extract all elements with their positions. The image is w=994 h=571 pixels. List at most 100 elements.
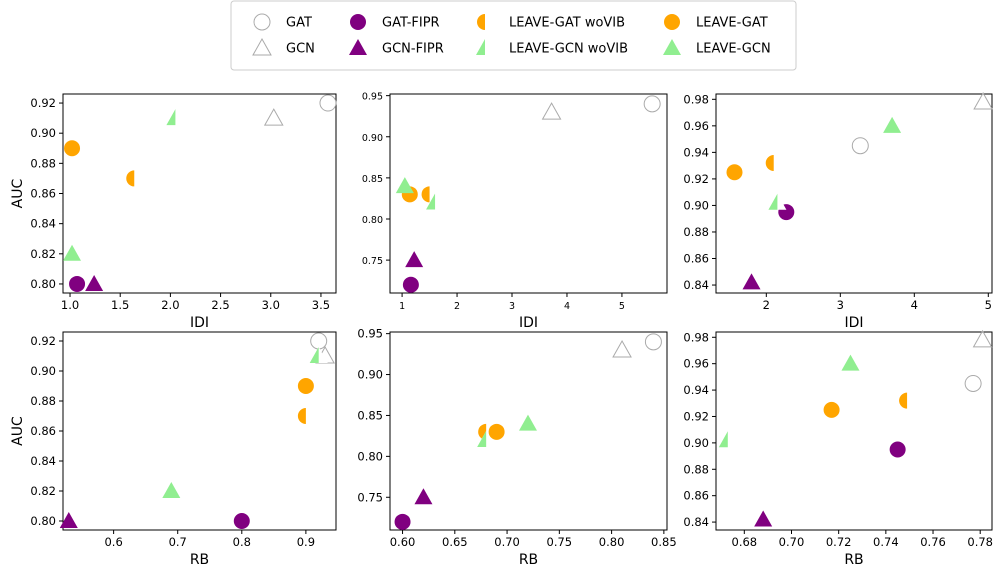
point-gcn [972, 329, 993, 348]
y-tick-label: 0.88 [30, 394, 56, 408]
y-tick-label: 0.88 [30, 156, 56, 170]
point-gat [643, 95, 661, 113]
point-gat [964, 374, 982, 392]
x-axis-label: RB [519, 552, 538, 568]
x-tick-label: 0.70 [779, 535, 805, 549]
point-gcn-fipr [59, 512, 78, 528]
x-tick-label: 4 [911, 298, 918, 312]
x-tick-label: 1 [399, 301, 405, 312]
point-leave-gat [297, 378, 314, 394]
y-tick-label: 0.92 [683, 172, 709, 186]
point-leave-gat [823, 401, 840, 418]
point-gat-fipr [394, 513, 411, 530]
y-tick-label: 0.84 [30, 454, 56, 468]
x-tick-label: 0.6 [104, 535, 122, 549]
y-tick-label: 0.82 [30, 484, 56, 498]
y-tick-label: 0.80 [362, 215, 383, 226]
y-tick-label: 0.80 [357, 449, 383, 463]
point-gat [851, 137, 869, 155]
point-gcn-fipr [754, 510, 773, 527]
legend-label-leave-gcn-wovib: LEAVE-GCN woVIB [509, 42, 628, 57]
point-gat [644, 333, 662, 351]
x-tick-label: 2 [763, 298, 770, 312]
legend-label-gat: GAT [286, 16, 312, 31]
y-tick-label: 0.86 [683, 252, 709, 266]
y-tick-label: 0.90 [683, 198, 709, 212]
y-tick-label: 0.86 [30, 424, 56, 438]
axes-frame [62, 93, 337, 294]
x-axis-label: RB [844, 552, 863, 568]
x-tick-label: 0.7 [169, 535, 187, 549]
subplot-1: 1.0 1.5 2.0 2.5 3.0 3.5 0.80 0.82 0.84 0.86 0.88 0.… [10, 93, 337, 331]
x-tick-label: 1.0 [61, 298, 79, 312]
legend-marker-leave-gat-wovib [477, 14, 493, 30]
x-tick-label: 0.9 [297, 535, 315, 549]
point-leave-gat-wovib [126, 170, 143, 187]
y-tick-label: 0.85 [362, 174, 383, 185]
x-tick-label: 2.0 [161, 298, 179, 312]
x-tick-label: 0.65 [442, 535, 468, 549]
y-tick-label: 0.92 [30, 96, 56, 110]
x-tick-label: 3.5 [312, 298, 330, 312]
y-tick-label: 0.90 [683, 436, 709, 450]
y-tick-label: 0.96 [683, 119, 709, 133]
point-leave-gcn-wovib [166, 109, 185, 126]
point-gat-fipr [402, 276, 419, 293]
point-gcn [612, 339, 632, 358]
point-leave-gat [64, 140, 81, 157]
x-tick-label: 0.80 [599, 535, 625, 549]
point-leave-gcn-wovib [477, 431, 496, 447]
point-gcn-fipr [742, 273, 761, 290]
x-tick-label: 0.60 [390, 535, 416, 549]
legend-marker-leave-gcn-wovib [476, 39, 494, 55]
y-tick-label: 0.84 [30, 217, 56, 231]
subplot-3: 2 3 4 5 0.84 0.86 0.88 0.90 0.92 0.94 0.96 0.98 IDI [683, 91, 993, 331]
axes-frame [62, 331, 337, 531]
point-gat-fipr [233, 513, 250, 529]
y-tick-label: 0.90 [30, 126, 56, 140]
y-tick-label: 0.80 [30, 277, 56, 291]
y-axis-label: AUC [10, 178, 26, 208]
y-tick-label: 0.86 [683, 489, 709, 503]
legend-label-leave-gcn: LEAVE-GCN [696, 42, 771, 57]
x-tick-label: 2 [454, 301, 460, 312]
legend-marker-gat [253, 13, 271, 31]
y-tick-label: 0.95 [362, 92, 383, 103]
x-tick-label: 0.85 [651, 535, 677, 549]
y-tick-label: 0.88 [683, 462, 709, 476]
legend-label-gcn-fipr: GCN-FIPR [382, 42, 444, 57]
point-leave-gcn-wovib [426, 193, 445, 210]
point-leave-gcn [63, 244, 82, 261]
subplot-6: 0.68 0.70 0.72 0.74 0.76 0.78 0.84 0.86 0.88 0.90… [683, 329, 993, 568]
x-tick-label: 3 [509, 301, 515, 312]
x-tick-label: 1.5 [111, 298, 129, 312]
y-tick-label: 0.90 [362, 133, 383, 144]
y-tick-label: 0.88 [683, 225, 709, 239]
y-tick-label: 0.90 [357, 368, 383, 382]
legend-marker-gcn [252, 37, 272, 56]
point-leave-gat-wovib [297, 408, 314, 424]
point-leave-gcn-wovib [718, 431, 737, 448]
point-leave-gat [488, 423, 505, 440]
point-gcn-fipr [414, 488, 433, 505]
point-leave-gcn [395, 177, 414, 194]
y-tick-label: 0.95 [357, 327, 383, 341]
point-leave-gcn [841, 354, 860, 371]
y-tick-label: 0.92 [30, 334, 56, 348]
legend-label-leave-gat: LEAVE-GAT [696, 16, 768, 31]
x-tick-label: 0.68 [732, 535, 758, 549]
x-tick-label: 2.5 [211, 298, 229, 312]
y-tick-label: 0.96 [683, 357, 709, 371]
legend-marker-leave-gat [664, 14, 680, 30]
x-axis-label: IDI [519, 315, 538, 331]
legend-label-leave-gat-wovib: LEAVE-GAT woVIB [509, 16, 625, 31]
subplot-2: 1 2 3 4 5 0.75 0.80 0.85 0.90 0.95 IDI [362, 92, 668, 331]
point-gcn-fipr [85, 274, 104, 291]
x-axis-label: RB [190, 552, 209, 568]
subplot-4: 0.6 0.7 0.8 0.9 0.80 0.82 0.84 0.86 0.88 0.90 0.92… [10, 331, 337, 568]
point-gcn [973, 91, 993, 110]
y-tick-label: 0.86 [30, 187, 56, 201]
point-leave-gcn-wovib [309, 347, 328, 363]
x-tick-label: 0.72 [826, 535, 852, 549]
